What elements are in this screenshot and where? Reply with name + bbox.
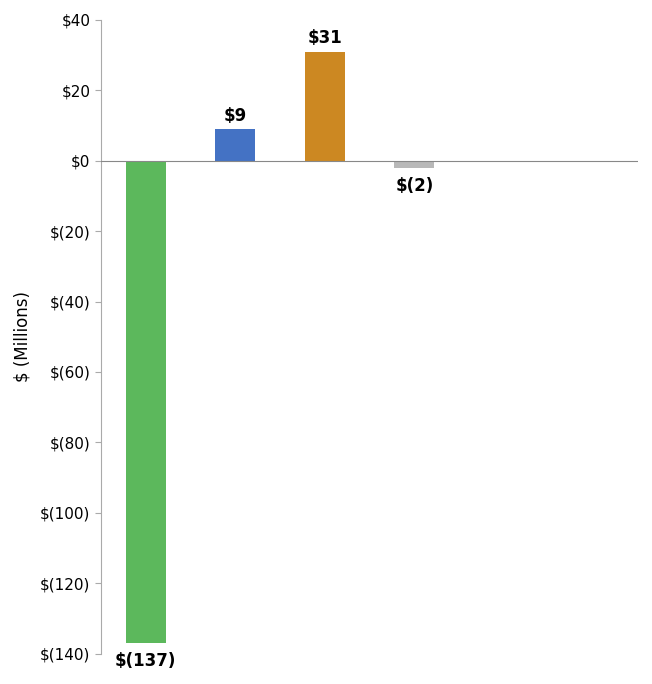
Bar <box>394 161 434 168</box>
Text: $(2): $(2) <box>395 176 434 194</box>
Bar <box>304 51 345 161</box>
Text: $(137): $(137) <box>115 652 177 670</box>
Y-axis label: $ (Millions): $ (Millions) <box>14 291 32 382</box>
Text: $31: $31 <box>308 29 342 47</box>
Bar <box>126 161 166 643</box>
Bar <box>215 129 256 161</box>
Text: $9: $9 <box>224 107 247 124</box>
